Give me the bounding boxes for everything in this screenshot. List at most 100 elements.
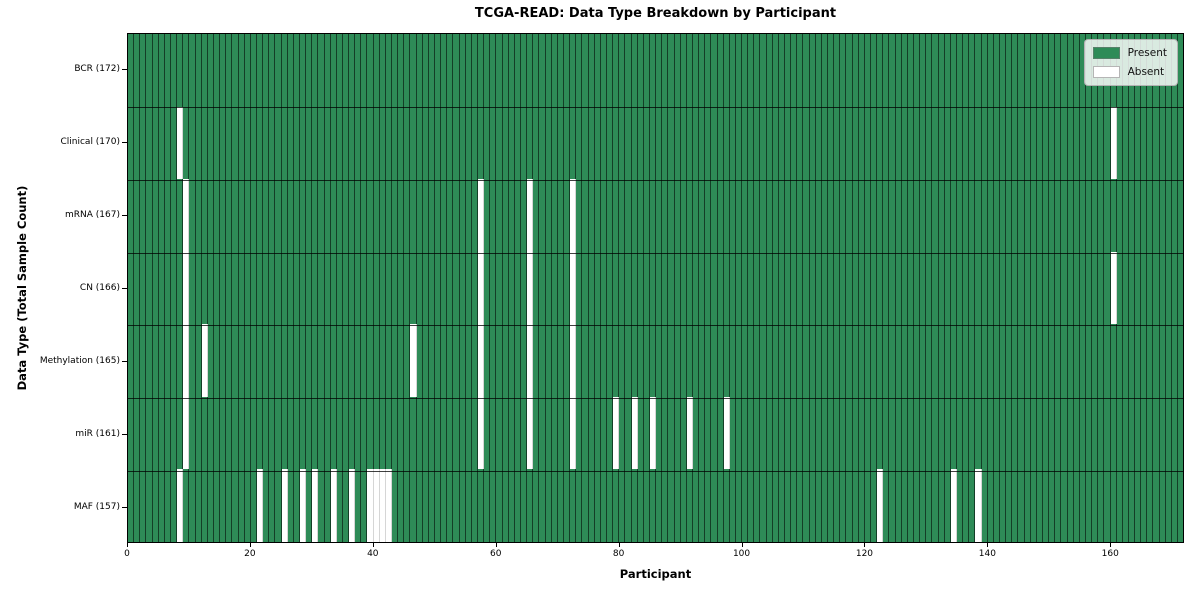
heatmap-cell xyxy=(232,324,239,397)
heatmap-cell xyxy=(226,251,233,325)
heatmap-cell xyxy=(435,324,442,397)
heatmap-cell xyxy=(521,396,528,470)
heatmap-cell xyxy=(625,106,632,180)
heatmap-cell xyxy=(429,396,436,470)
heatmap-cell xyxy=(988,251,994,325)
heatmap-cell xyxy=(834,106,841,180)
heatmap-cell xyxy=(736,469,743,543)
heatmap-cell xyxy=(902,179,908,252)
heatmap-cell xyxy=(822,251,829,325)
heatmap-cell xyxy=(196,34,202,107)
heatmap-cell xyxy=(908,179,914,252)
heatmap-cell xyxy=(988,34,994,107)
heatmap-cell xyxy=(140,34,147,107)
heatmap-cell xyxy=(509,251,515,325)
heatmap-cell xyxy=(257,324,264,397)
heatmap-cell xyxy=(214,106,221,180)
heatmap-cell xyxy=(1098,396,1105,470)
heatmap-cell xyxy=(607,251,614,325)
heatmap-cell xyxy=(896,396,902,470)
heatmap-cell xyxy=(638,34,644,107)
heatmap-cell xyxy=(969,179,976,252)
heatmap-cell xyxy=(417,179,423,252)
heatmap-cell xyxy=(705,469,712,543)
heatmap-cell xyxy=(1074,106,1080,180)
heatmap-cell xyxy=(1037,179,1043,252)
heatmap-cell xyxy=(920,106,927,180)
heatmap-cell xyxy=(632,34,638,107)
heatmap-cell xyxy=(263,34,270,107)
heatmap-cell xyxy=(380,324,386,397)
heatmap-cell xyxy=(613,396,620,470)
heatmap-cell xyxy=(656,469,663,543)
heatmap-cell xyxy=(816,396,822,470)
heatmap-cell xyxy=(533,251,540,325)
heatmap-cell xyxy=(1178,324,1183,397)
heatmap-cell xyxy=(945,179,951,252)
heatmap-cell xyxy=(1018,324,1025,397)
heatmap-cell xyxy=(975,251,982,325)
heatmap-cell xyxy=(797,106,804,180)
heatmap-cell xyxy=(453,251,460,325)
heatmap-cell xyxy=(275,34,282,107)
heatmap-cell xyxy=(613,251,620,325)
heatmap-cell xyxy=(926,34,933,107)
heatmap-cell xyxy=(527,324,534,397)
heatmap-cell xyxy=(478,396,485,470)
heatmap-cell xyxy=(877,324,884,397)
heatmap-cell xyxy=(754,106,761,180)
heatmap-cell xyxy=(355,324,362,397)
heatmap-cell xyxy=(828,34,835,107)
heatmap-cell xyxy=(539,396,546,470)
heatmap-cell xyxy=(1111,179,1117,252)
heatmap-cell xyxy=(1055,324,1062,397)
heatmap-cell xyxy=(509,469,515,543)
heatmap-cell xyxy=(515,34,521,107)
x-tick-mark xyxy=(249,543,251,547)
heatmap-cell xyxy=(410,34,417,107)
heatmap-cell xyxy=(846,251,853,325)
heatmap-cell xyxy=(374,106,380,180)
heatmap-cell xyxy=(1031,324,1037,397)
heatmap-row-miR xyxy=(128,396,1183,470)
heatmap-cell xyxy=(877,469,884,543)
heatmap-cell xyxy=(675,324,681,397)
heatmap-cell xyxy=(625,34,632,107)
heatmap-cell xyxy=(429,106,436,180)
heatmap-cell xyxy=(208,469,214,543)
heatmap-cell xyxy=(760,469,767,543)
heatmap-cell xyxy=(208,251,214,325)
heatmap-cell xyxy=(613,34,620,107)
heatmap-cell xyxy=(558,251,564,325)
heatmap-cell xyxy=(1141,251,1148,325)
heatmap-cell xyxy=(355,179,362,252)
heatmap-cell xyxy=(1123,251,1129,325)
heatmap-cell xyxy=(816,34,822,107)
heatmap-cell xyxy=(367,324,374,397)
heatmap-cell xyxy=(650,179,657,252)
heatmap-cell xyxy=(920,324,927,397)
heatmap-cell xyxy=(576,469,583,543)
heatmap-cell xyxy=(607,324,614,397)
heatmap-cell xyxy=(718,34,724,107)
y-tick-mark xyxy=(122,433,127,435)
heatmap-cell xyxy=(312,179,319,252)
heatmap-cell xyxy=(963,251,970,325)
heatmap-cell xyxy=(232,469,239,543)
heatmap-cell xyxy=(797,251,804,325)
heatmap-cell xyxy=(607,106,614,180)
heatmap-cell xyxy=(644,34,650,107)
row-divider xyxy=(128,398,1183,400)
heatmap-cell xyxy=(1086,469,1093,543)
heatmap-cell xyxy=(613,179,620,252)
heatmap-cell xyxy=(355,396,362,470)
heatmap-cell xyxy=(576,251,583,325)
heatmap-cell xyxy=(1055,106,1062,180)
heatmap-cell xyxy=(1141,469,1148,543)
heatmap-cell xyxy=(1037,324,1043,397)
heatmap-cell xyxy=(367,396,374,470)
heatmap-cell xyxy=(570,324,577,397)
heatmap-cell xyxy=(447,469,454,543)
heatmap-cell xyxy=(392,396,399,470)
heatmap-cell xyxy=(582,469,589,543)
